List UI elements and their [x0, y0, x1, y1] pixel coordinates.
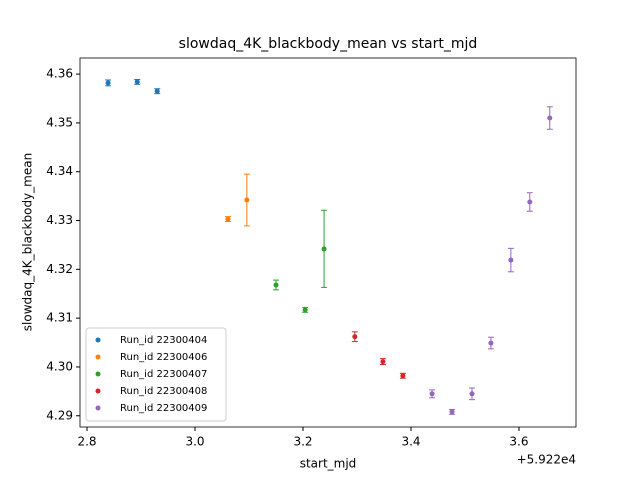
plot-frame	[79, 57, 577, 428]
legend-marker	[95, 354, 101, 360]
point	[134, 79, 140, 85]
y-tick-label: 4.29	[46, 408, 73, 422]
x-offset-label: +5.922e4	[517, 453, 576, 467]
point	[321, 246, 327, 252]
point	[352, 334, 358, 340]
y-tick-label: 4.34	[46, 164, 73, 178]
x-tick-label: 2.8	[77, 435, 96, 449]
point	[302, 307, 308, 313]
y-tick-label: 4.33	[46, 213, 73, 227]
legend-label: Run_id 22300407	[120, 369, 207, 380]
legend-marker	[95, 371, 101, 377]
y-tick-label: 4.32	[46, 262, 73, 276]
legend-marker	[95, 337, 101, 343]
point	[449, 409, 455, 415]
legend-label: Run_id 22300406	[120, 352, 207, 363]
legend-marker	[95, 405, 101, 411]
point	[244, 197, 250, 203]
y-tick-label: 4.30	[46, 359, 73, 373]
legend-label: Run_id 22300404	[120, 335, 207, 346]
legend-label: Run_id 22300408	[120, 386, 207, 397]
y-tick-label: 4.36	[46, 67, 73, 81]
point	[508, 257, 514, 263]
y-tick-label: 4.35	[46, 115, 73, 129]
point	[488, 340, 494, 346]
point	[527, 199, 533, 205]
point	[400, 373, 406, 379]
point	[469, 391, 475, 397]
x-tick-label: 3.2	[293, 435, 312, 449]
point	[273, 282, 279, 288]
chart-title: slowdaq_4K_blackbody_mean vs start_mjd	[179, 36, 478, 52]
y-axis-label: slowdaq_4K_blackbody_mean	[21, 153, 35, 331]
point	[154, 88, 160, 94]
point	[105, 80, 111, 86]
x-tick-label: 3.4	[401, 435, 420, 449]
point	[225, 216, 231, 222]
x-axis-label: start_mjd	[300, 457, 357, 471]
legend-marker	[95, 388, 101, 394]
x-tick-label: 3.6	[509, 435, 528, 449]
y-tick-label: 4.31	[46, 311, 73, 325]
legend-box	[85, 327, 227, 422]
point	[547, 115, 553, 121]
x-tick-label: 3.0	[185, 435, 204, 449]
legend-label: Run_id 22300409	[120, 403, 207, 414]
point	[429, 391, 435, 397]
point	[380, 359, 386, 365]
